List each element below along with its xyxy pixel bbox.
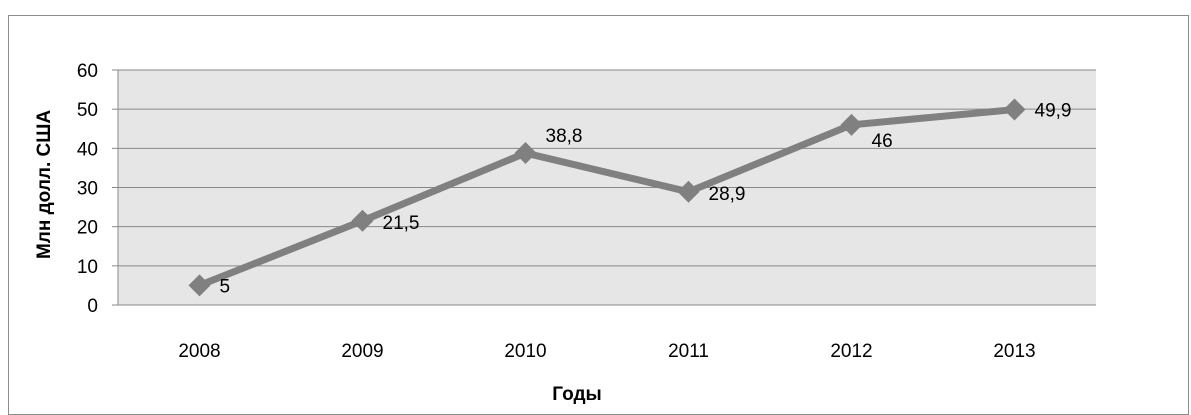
data-point-marker	[1003, 98, 1026, 121]
y-tick-label: 50	[77, 100, 98, 121]
data-point-marker	[677, 180, 700, 203]
data-label: 38,8	[546, 126, 583, 147]
y-tick-label: 10	[77, 257, 98, 278]
x-tick-label: 2012	[830, 341, 872, 362]
data-point-marker	[840, 113, 863, 136]
y-tick-label: 60	[77, 61, 98, 82]
gridlines	[112, 69, 1096, 306]
series-line-path	[196, 106, 1018, 289]
y-tick-label: 0	[87, 296, 98, 317]
y-tick-label: 20	[77, 218, 98, 239]
data-label: 46	[872, 131, 893, 152]
data-point-marker	[188, 274, 211, 297]
series-markers	[188, 98, 1026, 297]
data-label: 49,9	[1035, 101, 1072, 122]
x-tick-label: 2013	[993, 341, 1035, 362]
x-tick-label: 2011	[668, 341, 709, 362]
series-line	[196, 106, 1018, 289]
data-label: 28,9	[709, 184, 746, 205]
x-tick-labels: 2008 2009 2010 2011 2012 2013	[178, 341, 1035, 362]
data-label: 21,5	[383, 213, 420, 234]
y-tick-label: 30	[77, 179, 98, 200]
data-labels: 5 21,5 38,8 28,9 46 49,9	[220, 101, 1072, 298]
data-label: 5	[220, 276, 231, 297]
x-tick-label: 2008	[178, 341, 220, 362]
y-axis-title: Млн долл. США	[34, 110, 55, 259]
x-axis-title: Годы	[552, 384, 601, 405]
data-point-marker	[351, 209, 374, 232]
y-tick-labels: 0 10 20 30 40 50 60	[77, 61, 98, 317]
x-tick-label: 2010	[504, 341, 546, 362]
axes	[117, 70, 1096, 306]
data-point-marker	[514, 142, 537, 165]
x-tick-label: 2009	[341, 341, 383, 362]
y-tick-label: 40	[77, 139, 98, 160]
